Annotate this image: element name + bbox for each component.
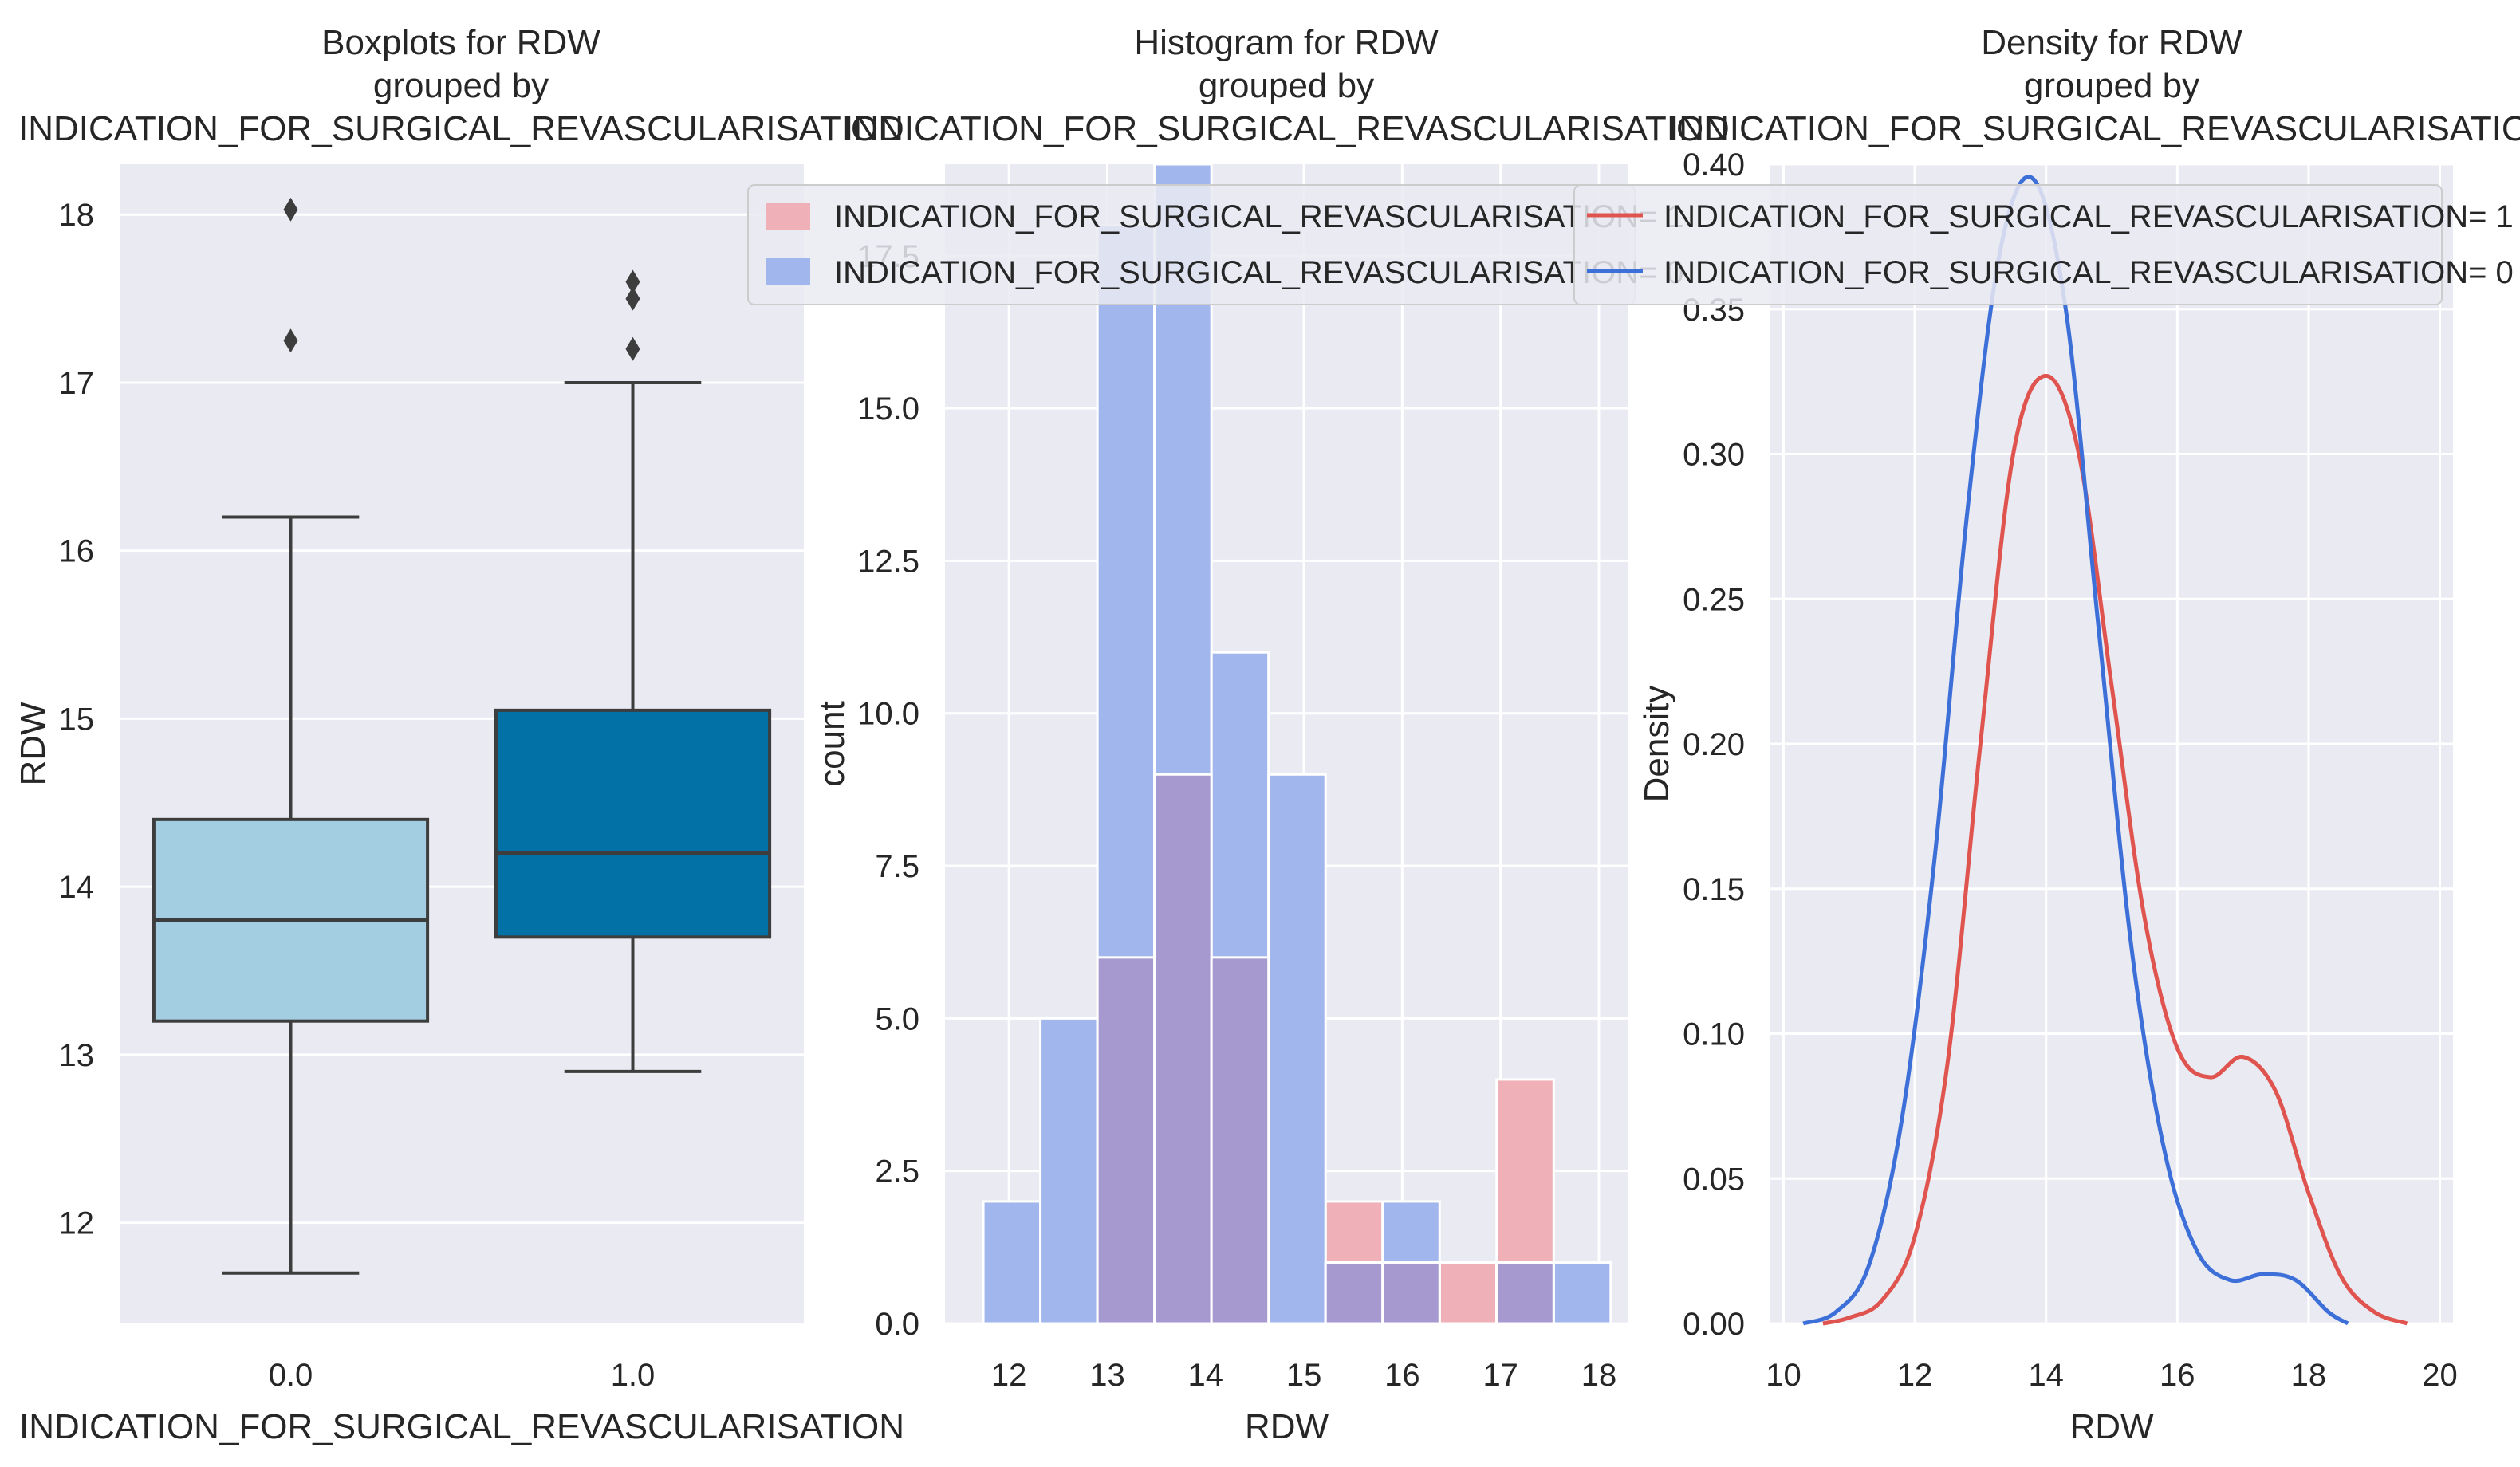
x-tick-label: 15 [1286,1358,1322,1393]
y-tick-label: 16 [59,534,95,569]
histogram-legend: INDICATION_FOR_SURGICAL_REVASCULARISATIO… [747,184,1684,305]
x-tick-label: 10 [1766,1358,1801,1393]
box-group-1.0 [494,269,772,1073]
hist-bar-overlap [1210,956,1270,1325]
hist-bar-group0 [1267,773,1327,1325]
hist-bar-overlap [1495,1261,1555,1325]
y-tick-label: 13 [59,1038,95,1073]
chart-title-line: grouped by [1199,66,1374,105]
y-tick-label: 0.30 [1683,438,1745,473]
x-tick-label: 16 [2160,1358,2195,1393]
hist-bar-group0 [1039,1017,1099,1325]
x-tick-label: 13 [1089,1358,1125,1393]
y-axis-label: count [813,701,852,787]
chart-title-line: INDICATION_FOR_SURGICAL_REVASCULARISATIO… [844,109,1729,148]
hist-bar-overlap [1381,1261,1441,1325]
y-axis-label: RDW [14,702,53,786]
y-tick-label: 0.15 [1683,872,1745,907]
y-tick-label: 0.25 [1683,582,1745,617]
legend-swatch [766,203,810,230]
chart-title-line: Histogram for RDW [1134,23,1439,62]
y-tick-label: 17 [59,366,95,401]
y-tick-label: 14 [59,870,95,905]
x-axis-label: RDW [2069,1407,2154,1446]
y-tick-label: 10.0 [857,697,919,732]
x-tick-label: 0.0 [269,1358,313,1393]
chart-title-line: grouped by [373,66,549,105]
legend-frame [1573,184,2443,305]
density-legend: INDICATION_FOR_SURGICAL_REVASCULARISATIO… [1573,184,2514,305]
x-tick-label: 20 [2422,1358,2458,1393]
x-tick-label: 14 [1188,1358,1224,1393]
y-tick-label: 12 [59,1206,95,1241]
legend-label: INDICATION_FOR_SURGICAL_REVASCULARISATIO… [1664,255,2514,290]
x-tick-label: 16 [1384,1358,1420,1393]
x-tick-label: 12 [991,1358,1027,1393]
legend-label: INDICATION_FOR_SURGICAL_REVASCULARISATIO… [1664,199,2514,234]
y-tick-label: 18 [59,198,95,233]
outlier-marker [283,197,298,222]
outlier-marker [625,269,640,294]
y-tick-label: 0.05 [1683,1162,1745,1197]
x-tick-label: 1.0 [611,1358,656,1393]
hist-bar-overlap [1324,1261,1384,1325]
boxplot-chart: Boxplots for RDW grouped by INDICATION_FOR… [14,23,904,1446]
x-tick-label: 14 [2028,1358,2064,1393]
x-axis-label: INDICATION_FOR_SURGICAL_REVASCULARISATIO… [19,1407,904,1446]
hist-bar-overlap [1096,956,1156,1325]
y-tick-label: 12.5 [857,544,919,579]
hist-bar-overlap [1153,773,1213,1325]
x-tick-label: 18 [2291,1358,2327,1393]
chart-title-line: Density for RDW [1981,23,2242,62]
outlier-marker [625,286,640,311]
chart-title-line: INDICATION_FOR_SURGICAL_REVASCULARISATIO… [1669,109,2520,148]
legend-label: INDICATION_FOR_SURGICAL_REVASCULARISATIO… [834,255,1684,290]
y-tick-label: 7.5 [875,849,919,884]
y-tick-label: 0.00 [1683,1307,1745,1342]
legend-label: INDICATION_FOR_SURGICAL_REVASCULARISATIO… [834,199,1684,234]
y-tick-label: 5.0 [875,1001,919,1036]
density-chart: Density for RDW grouped by INDICATION_FOR_… [1637,23,2520,1446]
x-tick-label: 12 [1897,1358,1933,1393]
y-tick-label: 0.0 [875,1307,919,1342]
chart-title-line: INDICATION_FOR_SURGICAL_REVASCULARISATIO… [18,109,904,148]
y-tick-label: 0.20 [1683,727,1745,762]
x-tick-label: 17 [1482,1358,1518,1393]
outlier-marker [283,328,298,353]
outlier-marker [625,336,640,361]
hist-bar-group1 [1438,1261,1498,1325]
y-tick-label: 15 [59,702,95,737]
y-tick-label: 2.5 [875,1154,919,1190]
chart-title-line: Boxplots for RDW [321,23,600,62]
legends: INDICATION_FOR_SURGICAL_REVASCULARISATIO… [747,184,2514,305]
y-tick-label: 0.10 [1683,1017,1745,1052]
box-group-0.0 [152,197,430,1275]
y-axis-label: Density [1637,686,1676,803]
box-iqr [494,708,772,939]
hist-bar-group0 [1552,1261,1612,1325]
histogram-chart: Histogram for RDW grouped by INDICATION_FO… [813,23,1729,1446]
legend-swatch [766,258,810,285]
y-tick-label: 0.40 [1683,147,1745,183]
x-axis-label: RDW [1245,1407,1329,1446]
hist-bar-group0 [982,1200,1042,1325]
x-tick-label: 18 [1581,1358,1617,1393]
chart-title-line: grouped by [2024,66,2199,105]
y-tick-label: 15.0 [857,391,919,427]
